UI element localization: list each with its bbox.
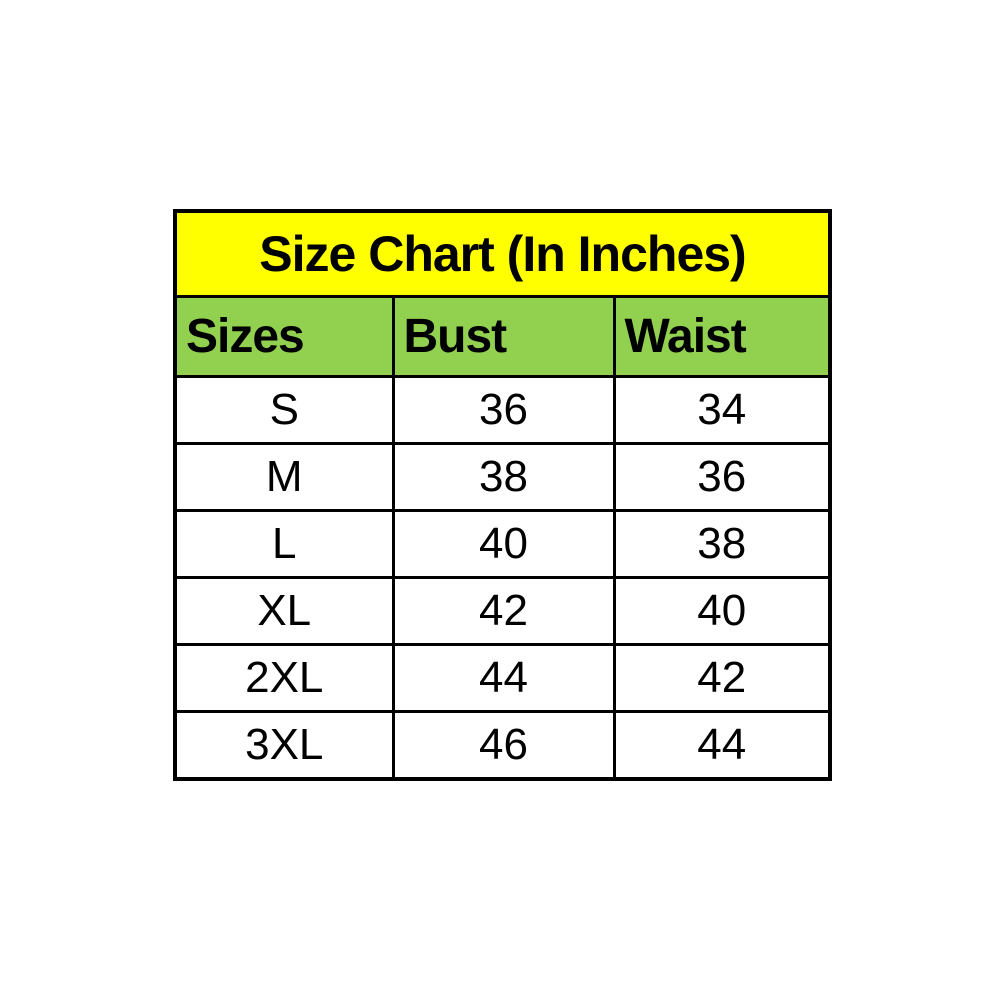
table-row: XL 42 40 bbox=[173, 576, 832, 646]
column-header-waist: Waist bbox=[612, 295, 832, 378]
bust-cell: 46 bbox=[391, 710, 616, 781]
bust-cell: 38 bbox=[391, 442, 616, 512]
table-row: S 36 34 bbox=[173, 375, 832, 445]
table-title: Size Chart (In Inches) bbox=[173, 209, 832, 298]
size-cell: M bbox=[173, 442, 395, 512]
waist-cell: 40 bbox=[612, 576, 832, 646]
table-row: 3XL 46 44 bbox=[173, 710, 832, 781]
waist-cell: 42 bbox=[612, 643, 832, 713]
waist-cell: 34 bbox=[612, 375, 832, 445]
bust-cell: 44 bbox=[391, 643, 616, 713]
size-chart-table: Size Chart (In Inches) Sizes Bust Waist … bbox=[173, 209, 833, 781]
size-cell: L bbox=[173, 509, 395, 579]
column-header-bust: Bust bbox=[391, 295, 616, 378]
bust-cell: 36 bbox=[391, 375, 616, 445]
table-row: 2XL 44 42 bbox=[173, 643, 832, 713]
bust-cell: 42 bbox=[391, 576, 616, 646]
waist-cell: 44 bbox=[612, 710, 832, 781]
table-row: L 40 38 bbox=[173, 509, 832, 579]
bust-cell: 40 bbox=[391, 509, 616, 579]
table-header-row: Sizes Bust Waist bbox=[173, 295, 832, 378]
waist-cell: 36 bbox=[612, 442, 832, 512]
size-cell: S bbox=[173, 375, 395, 445]
size-cell: 2XL bbox=[173, 643, 395, 713]
table-title-row: Size Chart (In Inches) bbox=[173, 209, 832, 298]
size-cell: XL bbox=[173, 576, 395, 646]
size-cell: 3XL bbox=[173, 710, 395, 781]
table-row: M 38 36 bbox=[173, 442, 832, 512]
waist-cell: 38 bbox=[612, 509, 832, 579]
column-header-sizes: Sizes bbox=[173, 295, 395, 378]
